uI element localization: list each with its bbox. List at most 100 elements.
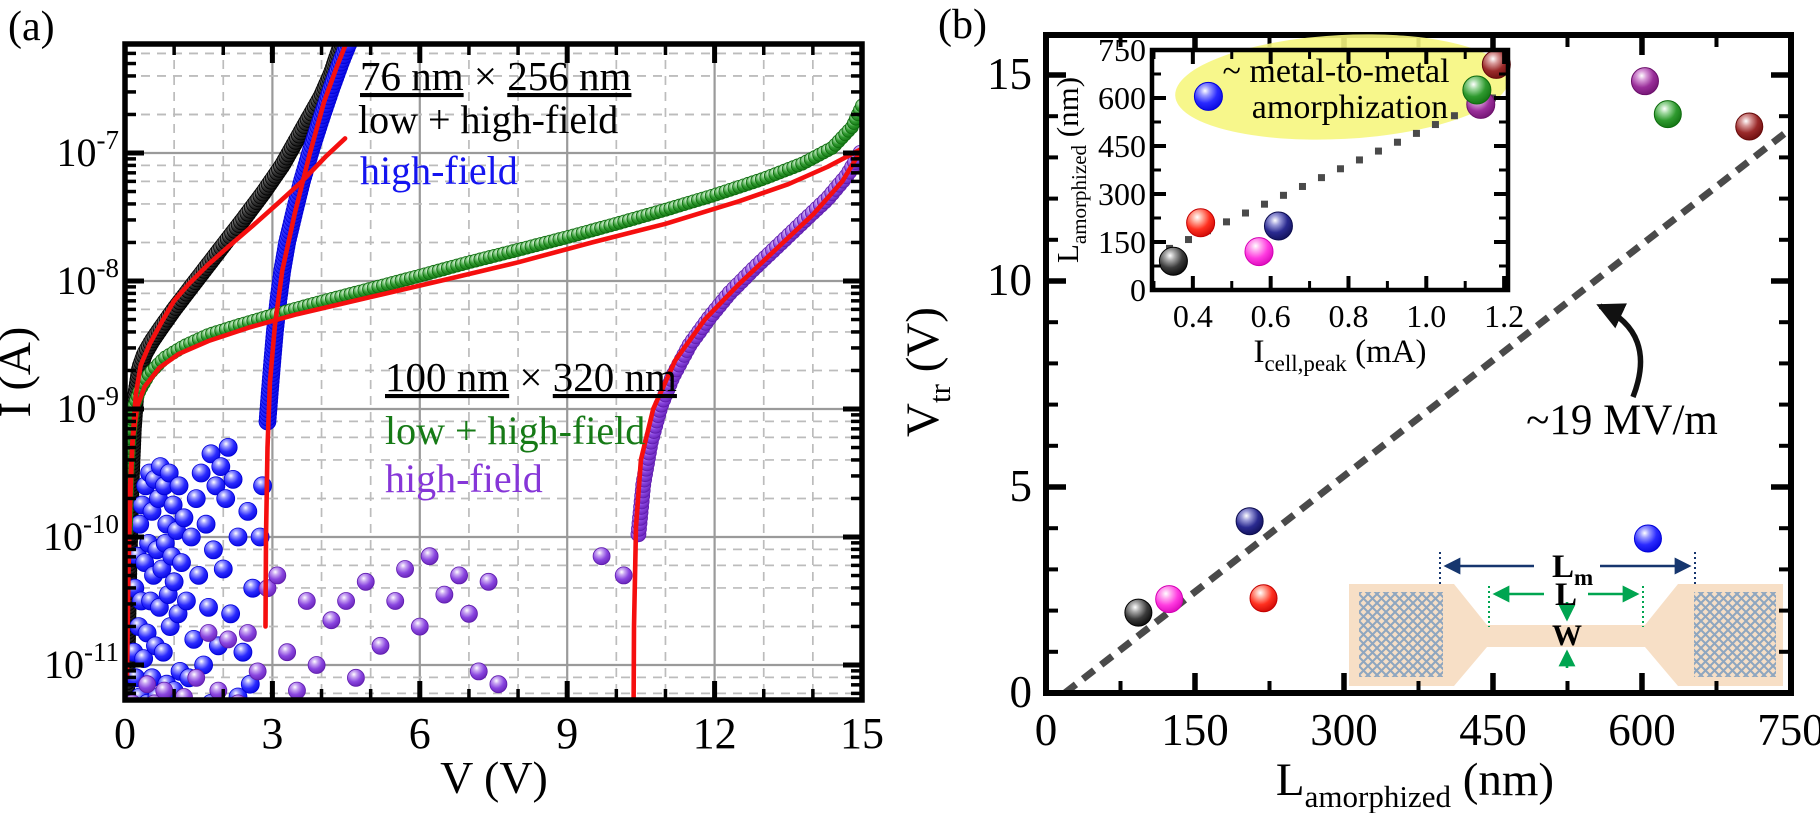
data-point-purpleB	[1630, 67, 1659, 96]
inset-frame	[1149, 47, 1511, 293]
x-tick-label: 3	[261, 709, 283, 758]
trend-dot	[1279, 191, 1287, 199]
trend-dot	[1241, 209, 1249, 217]
y-tick-label: 10-9	[57, 381, 120, 431]
inset-ticks	[1152, 48, 1507, 292]
x-tick-label: 9	[556, 709, 578, 758]
inset-x-tick-label: 1.2	[1484, 298, 1524, 334]
x-tick-label: 450	[1459, 705, 1527, 755]
panel-b-x-axis-label: Lamorphized (nm)	[1276, 754, 1554, 813]
inset-y-tick-label: 750	[1098, 32, 1146, 68]
x-tick-label: 6	[409, 709, 431, 758]
data-point-green	[1653, 100, 1682, 129]
y-tick-label: 15	[987, 49, 1032, 99]
panel-b-axes-frame	[1043, 32, 1794, 696]
device-label-w: W	[1552, 619, 1582, 652]
inset-x-tick-label: 1.0	[1406, 298, 1446, 334]
panel-b-data-points	[1124, 67, 1764, 627]
legend-item-lhf76: low + high-field	[358, 97, 618, 142]
device-label-lm: Lm	[1552, 549, 1593, 590]
x-tick-label: 600	[1608, 705, 1676, 755]
panel-a-data-series	[125, 44, 862, 700]
trend-dot	[1412, 129, 1420, 137]
trend-dot	[1374, 147, 1382, 155]
inset-y-axis-label: Lamorphized (nm)	[1050, 77, 1091, 263]
series-100nm-high-field-scatter	[125, 547, 633, 700]
plot-frame	[122, 41, 865, 703]
x-tick-label: 300	[1310, 705, 1378, 755]
inset-data-point-black	[1158, 246, 1188, 276]
inset-x-tick-label: 0.4	[1173, 298, 1213, 334]
y-tick-label: 10-10	[43, 509, 119, 559]
panel-b-tag: (b)	[938, 2, 987, 48]
data-point-black	[1124, 598, 1153, 627]
device-body	[1349, 584, 1783, 686]
highlight-text-line1: ~ metal-to-metal	[1222, 53, 1449, 90]
field-strength-label: ~19 MV/m	[1526, 397, 1718, 444]
x-tick-label: 750	[1757, 705, 1820, 755]
inset-y-tick-label: 600	[1098, 80, 1146, 116]
x-tick-label: 15	[840, 709, 884, 758]
series-100nm-low-high-field	[125, 98, 862, 542]
data-point-magenta	[1155, 585, 1184, 614]
panel-a-iv-chart: 0 3 6 9 12 15 10-7 10-8 10-9 10-10 10-11 I (A) V (V…	[0, 41, 884, 803]
data-point-darkred	[1735, 112, 1764, 141]
inset-x-tick-label: 0.8	[1328, 298, 1368, 334]
inset-y-tick-label: 150	[1098, 224, 1146, 260]
inset-data-point-magenta	[1244, 237, 1274, 267]
device-left-pad-hatch	[1359, 592, 1443, 677]
legend-item-hf76: high-field	[360, 148, 518, 193]
y-tick-label: 5	[1010, 461, 1033, 511]
y-tick-label: 10	[987, 255, 1032, 305]
trend-dot	[1393, 138, 1401, 146]
inset-data-point-green	[1462, 75, 1492, 105]
panel-a-ticks	[122, 46, 865, 698]
highlight-text-line2: amorphization	[1252, 89, 1448, 126]
y-tick-label: 10-11	[44, 637, 119, 687]
annotation-curved-arrow	[1596, 303, 1644, 398]
device-label-l: L	[1555, 577, 1577, 613]
panel-a-x-axis-label: V (V)	[440, 752, 548, 803]
inset-data-point-navy	[1263, 211, 1293, 241]
inset-y-tick-label: 450	[1098, 128, 1146, 164]
y-tick-label: 10-7	[57, 125, 120, 175]
inset-data-point-red	[1186, 208, 1216, 238]
trend-dot	[1317, 174, 1325, 182]
trend-dot	[1222, 218, 1230, 226]
trend-dot	[1450, 112, 1458, 120]
data-point-blue	[1633, 524, 1662, 553]
x-tick-label: 0	[114, 709, 136, 758]
trend-dot	[1298, 182, 1306, 190]
data-point-red	[1249, 584, 1278, 613]
legend-item-hf100: high-field	[385, 456, 543, 501]
fit-line-100nm-high-field	[631, 146, 862, 700]
trend-dot	[1355, 156, 1363, 164]
inset-tick-labels: 0.4 0.6 0.8 1.0 1.2 0 150 300 450 600 750	[1098, 32, 1524, 334]
panel-a-axis-labels: I (A) V (V)	[0, 327, 548, 803]
x-tick-label: 0	[1035, 705, 1058, 755]
inset-x-axis-label: Icell,peak (mA)	[1253, 334, 1426, 376]
trend-dot	[1336, 165, 1344, 173]
panel-a-tag: (a)	[8, 4, 55, 50]
plot-frame	[1043, 32, 1794, 696]
panel-a-axes-frame	[122, 41, 865, 703]
y-tick-label: 10-8	[57, 253, 120, 303]
trend-dot	[1185, 236, 1193, 244]
trend-dot	[1431, 121, 1439, 129]
panel-a-y-axis-label: I (A)	[0, 327, 40, 418]
legend-item-dim100: 100 nm × 320 nm	[385, 354, 677, 400]
inset-x-tick-label: 0.6	[1251, 298, 1291, 334]
panel-b-axis-labels: Vtr (V) Lamorphized (nm)	[897, 307, 1554, 813]
y-tick-label: 0	[1010, 667, 1033, 717]
trend-dashed-line	[1062, 125, 1791, 693]
panel-a-tick-labels: 0 3 6 9 12 15 10-7 10-8 10-9 10-10 10-11	[43, 125, 884, 758]
x-tick-label: 150	[1161, 705, 1229, 755]
panel-b-tick-labels: 0 150 300 450 600 750 0 5 10 15	[987, 49, 1820, 755]
inset-y-tick-label: 300	[1098, 176, 1146, 212]
legend-item-dim76: 76 nm × 256 nm	[360, 53, 632, 99]
